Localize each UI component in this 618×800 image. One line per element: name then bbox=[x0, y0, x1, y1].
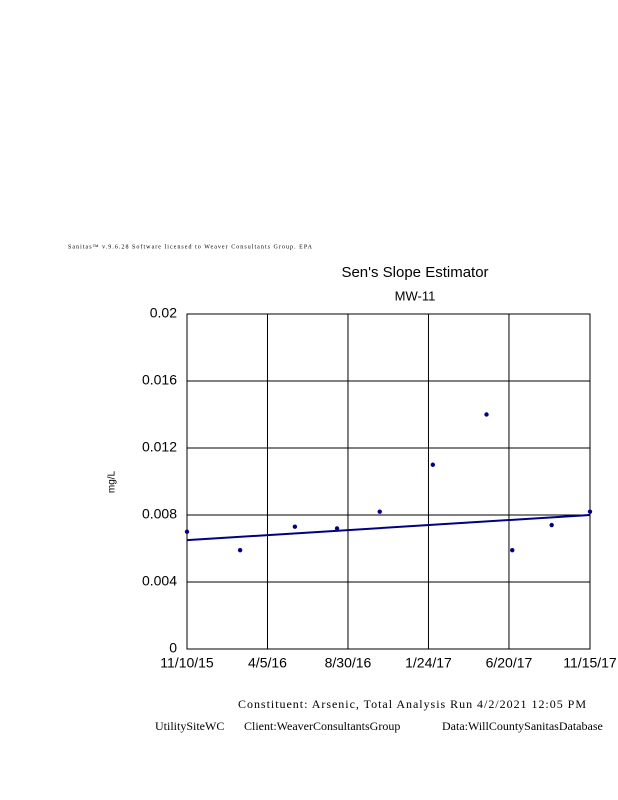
data-point bbox=[377, 509, 382, 514]
y-axis-label: mg/L bbox=[107, 470, 118, 493]
x-tick-label: 8/30/16 bbox=[325, 655, 372, 671]
x-tick-label: 6/20/17 bbox=[486, 655, 533, 671]
footer-data: Data:WillCountySanitasDatabase bbox=[442, 719, 603, 733]
data-point bbox=[237, 547, 243, 553]
x-tick-label: 11/15/17 bbox=[563, 655, 617, 671]
x-tick-label: 1/24/17 bbox=[405, 655, 452, 671]
y-tick-label: 0.02 bbox=[150, 305, 177, 321]
footer-client: Client:WeaverConsultantsGroup bbox=[244, 719, 400, 733]
trend-line bbox=[186, 514, 591, 542]
y-tick-label: 0.004 bbox=[142, 573, 177, 589]
y-tick-label: 0.016 bbox=[142, 372, 177, 388]
chart-subtitle: MW-11 bbox=[395, 288, 436, 303]
data-point bbox=[184, 529, 190, 534]
plot-frame bbox=[186, 313, 591, 650]
data-point bbox=[549, 522, 554, 528]
data-point bbox=[510, 547, 515, 553]
software-note: Sanitas™ v.9.6.28 Software licensed to W… bbox=[68, 243, 313, 250]
x-tick-label: 4/5/16 bbox=[248, 655, 287, 671]
footer-constituent: Constituent: Arsenic, Total Analysis Run… bbox=[238, 697, 586, 711]
y-tick-label: 0.012 bbox=[142, 439, 177, 455]
y-tick-label: 0 bbox=[169, 640, 177, 656]
data-point bbox=[430, 462, 436, 467]
data-point bbox=[587, 509, 593, 514]
footer-site: UtilitySiteWC bbox=[155, 719, 224, 733]
data-point bbox=[292, 524, 298, 529]
data-point bbox=[484, 412, 489, 417]
data-point bbox=[334, 526, 340, 531]
chart-title: Sen's Slope Estimator bbox=[341, 264, 488, 281]
y-tick-label: 0.008 bbox=[142, 506, 177, 522]
x-tick-label: 11/10/15 bbox=[160, 655, 214, 671]
